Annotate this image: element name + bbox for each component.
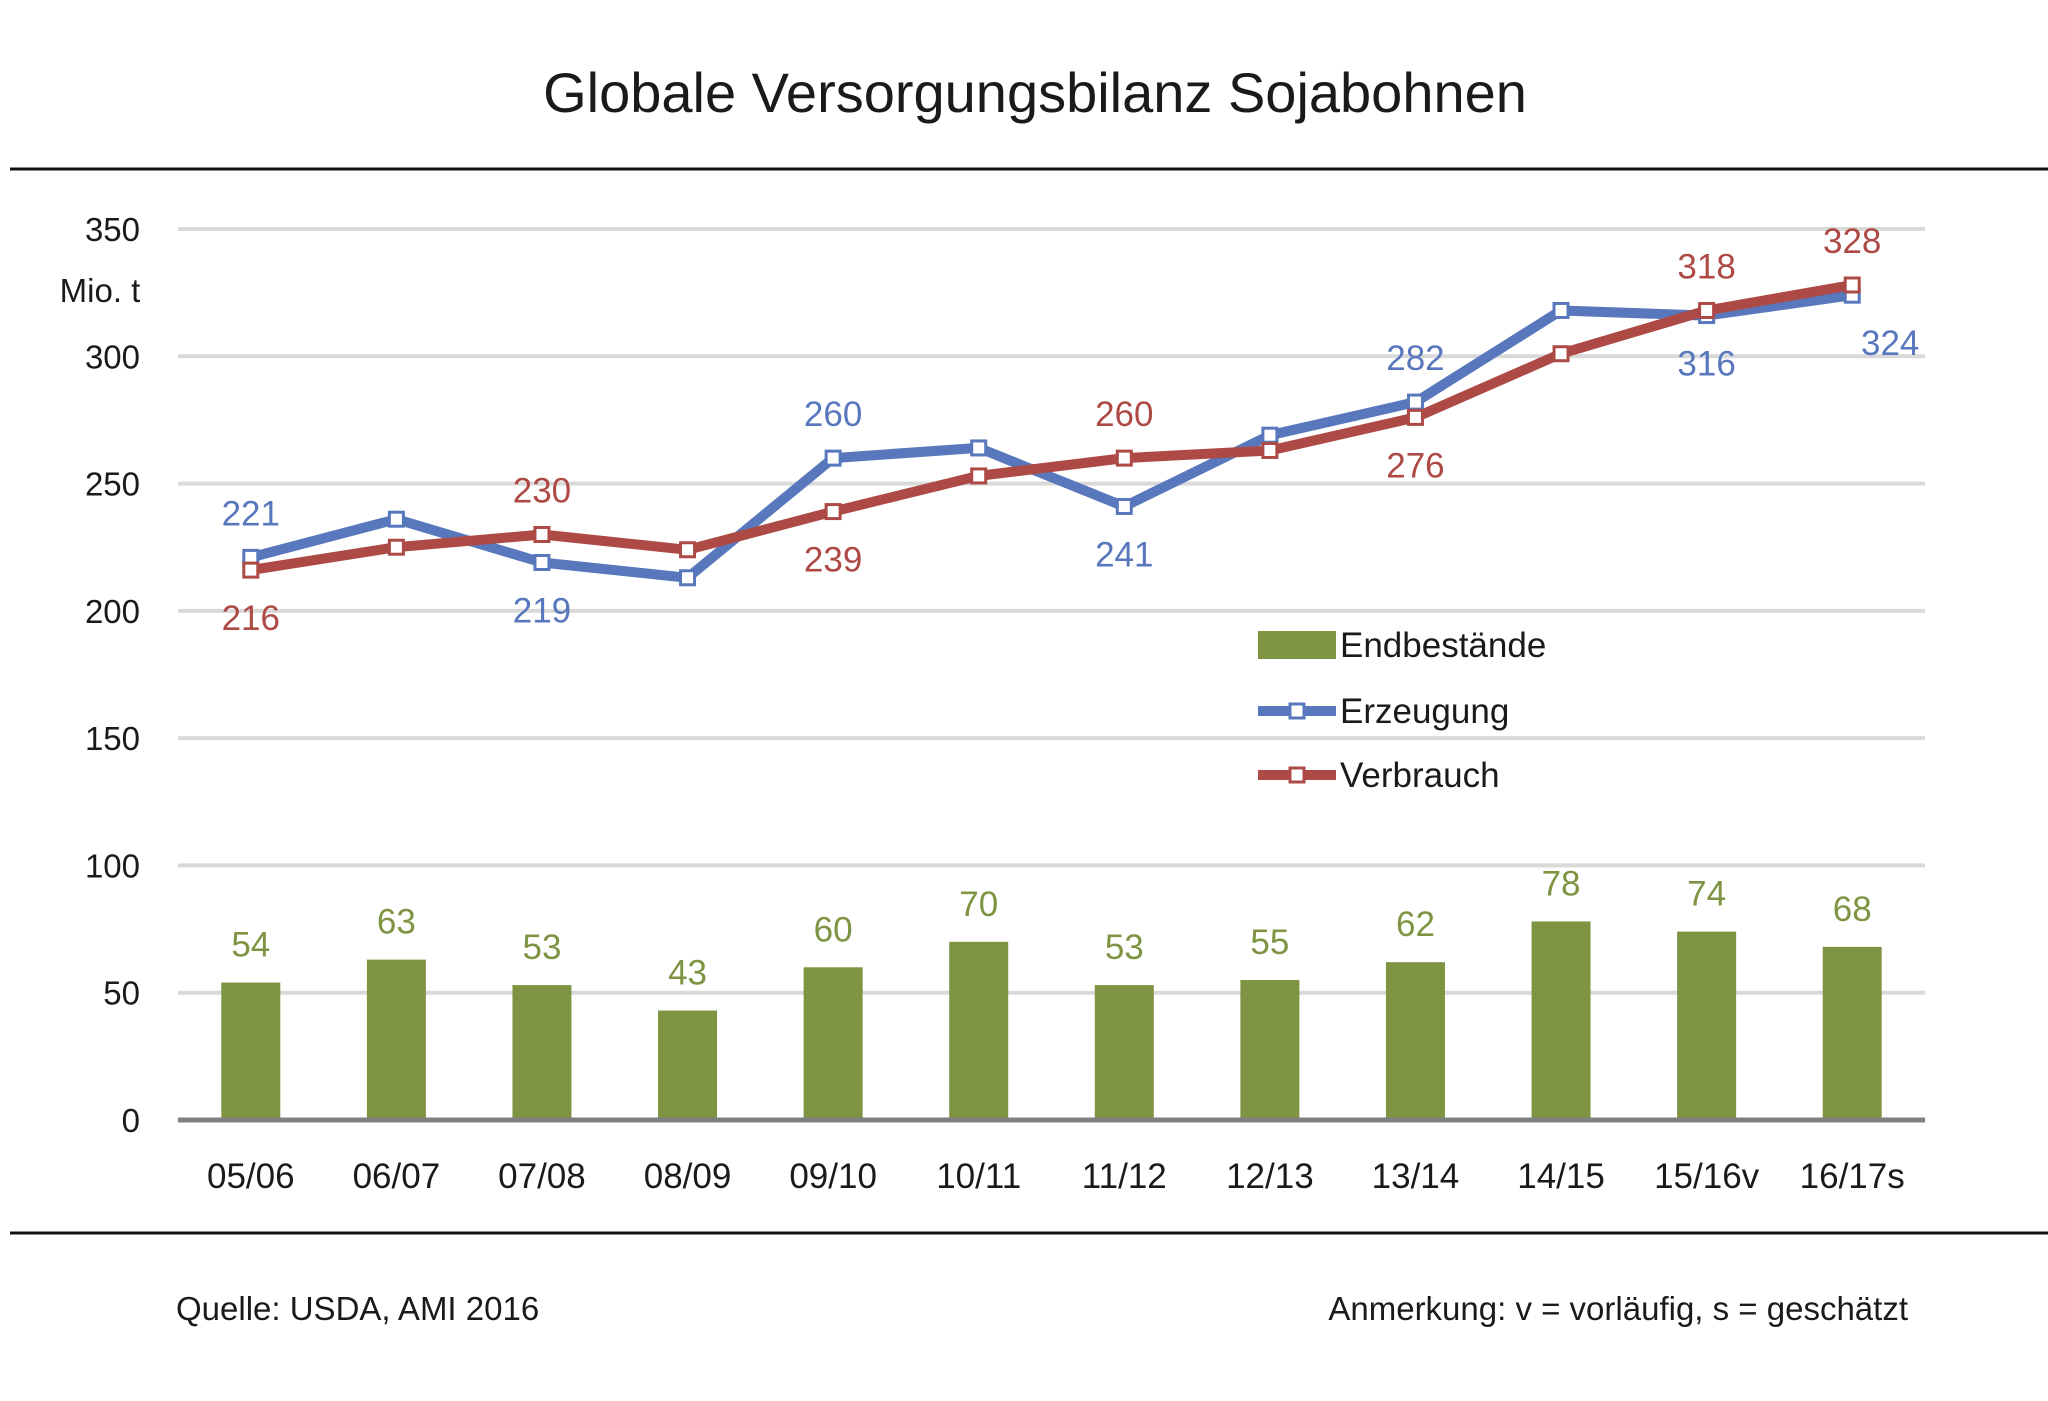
- gridlines: [178, 227, 1925, 995]
- consumption-marker-7: [1115, 449, 1133, 467]
- x-tick-label-16-17s: 16/17s: [1800, 1157, 1905, 1196]
- legend-label-2: Erzeugung: [1340, 692, 1509, 731]
- production-value-label-7: 241: [1095, 535, 1153, 574]
- production-marker-7: [1115, 497, 1133, 515]
- consumption-marker-5: [824, 503, 842, 521]
- bar-value-label-7: 53: [1105, 928, 1144, 967]
- production-marker-2: [387, 510, 405, 528]
- x-tick-label-06-07: 06/07: [353, 1157, 441, 1196]
- x-tick-label-15-16v: 15/16v: [1654, 1157, 1760, 1196]
- bar-1: [221, 982, 281, 1120]
- remark-note: Anmerkung: v = vorläufig, s = geschätzt: [1328, 1290, 1908, 1327]
- consumption-marker-10: [1552, 345, 1570, 363]
- bar-value-label-6: 70: [959, 885, 998, 924]
- bar-value-label-10: 78: [1542, 864, 1581, 903]
- production-marker-10: [1552, 301, 1570, 319]
- production-line: [249, 290, 1853, 583]
- production-marker-8: [1261, 426, 1279, 444]
- consumption-marker-12: [1843, 276, 1861, 294]
- axis-ticks: 0 50 100 150 200 250 300 350 05/06 06/07 07/08 08/0…: [85, 211, 1905, 1196]
- bar-10: [1531, 921, 1591, 1120]
- x-tick-label-14-15: 14/15: [1517, 1157, 1605, 1196]
- y-tick-label-0: 0: [122, 1102, 140, 1139]
- consumption-value-label-3: 230: [513, 471, 571, 510]
- consumption-marker-4: [679, 541, 697, 559]
- production-marker-4: [679, 569, 697, 587]
- consumption-value-label-9: 276: [1386, 446, 1444, 485]
- consumption-marker-2: [387, 538, 405, 556]
- bar-value-label-9: 62: [1396, 905, 1435, 944]
- consumption-marker-11: [1698, 301, 1716, 319]
- bar-2: [366, 959, 426, 1120]
- x-tick-label-11-12: 11/12: [1082, 1157, 1167, 1196]
- legend-label-3: Verbrauch: [1340, 756, 1500, 795]
- source-note: Quelle: USDA, AMI 2016: [176, 1290, 539, 1327]
- production-marker-3: [533, 553, 551, 571]
- bar-9: [1385, 962, 1445, 1120]
- legend-label-1: Endbestände: [1340, 626, 1546, 665]
- data-labels: 54 63 53 43 60 70 53 55 62 78 74 68 221 219 260 241 282 3…: [222, 222, 1920, 993]
- y-tick-label-200: 200: [85, 593, 140, 630]
- x-tick-label-10-11: 10/11: [936, 1157, 1021, 1196]
- bar-value-label-11: 74: [1687, 875, 1726, 914]
- x-tick-label-13-14: 13/14: [1372, 1157, 1460, 1196]
- legend-marker-production: [1288, 702, 1306, 720]
- y-tick-label-300: 300: [85, 338, 140, 375]
- production-value-label-11: 316: [1677, 345, 1735, 384]
- consumption-marker-8: [1261, 441, 1279, 459]
- bar-value-label-3: 53: [522, 928, 561, 967]
- production-value-label-9: 282: [1386, 339, 1444, 378]
- bar-value-label-5: 60: [814, 910, 853, 949]
- production-marker-6: [970, 439, 988, 457]
- production-value-label-1: 221: [222, 494, 280, 533]
- consumption-value-label-7: 260: [1095, 395, 1153, 434]
- consumption-value-label-1: 216: [222, 599, 280, 638]
- bar-value-label-8: 55: [1250, 923, 1289, 962]
- consumption-marker-1: [242, 561, 260, 579]
- consumption-marker-3: [533, 525, 551, 543]
- bar-value-label-4: 43: [668, 954, 707, 993]
- bar-series: [221, 921, 1882, 1120]
- bar-7: [1094, 985, 1154, 1120]
- x-tick-label-12-13: 12/13: [1226, 1157, 1314, 1196]
- production-value-label-12: 324: [1861, 324, 1919, 363]
- bar-4: [658, 1010, 718, 1120]
- chart-title: Globale Versorgungsbilanz Sojabohnen: [543, 61, 1527, 124]
- consumption-marker-9: [1406, 408, 1424, 426]
- bar-6: [949, 941, 1009, 1120]
- x-tick-label-08-09: 08/09: [644, 1157, 732, 1196]
- consumption-value-label-11: 318: [1677, 247, 1735, 286]
- y-tick-label-250: 250: [85, 466, 140, 503]
- legend-swatch-stocks: [1258, 631, 1336, 659]
- bar-11: [1677, 931, 1737, 1120]
- bar-3: [512, 985, 572, 1120]
- y-tick-label-100: 100: [85, 847, 140, 884]
- production-marker-5: [824, 449, 842, 467]
- y-tick-label-150: 150: [85, 720, 140, 757]
- legend-marker-consumption: [1288, 766, 1306, 784]
- consumption-value-label-12: 328: [1823, 222, 1881, 261]
- y-tick-label-350: 350: [85, 211, 140, 248]
- x-tick-label-07-08: 07/08: [498, 1157, 586, 1196]
- y-tick-label-50: 50: [103, 975, 140, 1012]
- bar-12: [1822, 946, 1882, 1120]
- bar-5: [803, 967, 863, 1120]
- unit-label: Mio. t: [60, 272, 141, 309]
- line-series: [242, 276, 1861, 587]
- legend: Endbestände Erzeugung Verbrauch: [1258, 626, 1546, 795]
- bar-8: [1240, 979, 1300, 1120]
- bar-value-label-1: 54: [231, 926, 270, 965]
- production-value-label-3: 219: [513, 591, 571, 630]
- bar-value-label-2: 63: [377, 903, 416, 942]
- x-tick-label-09-10: 09/10: [789, 1157, 877, 1196]
- consumption-value-label-5: 239: [804, 541, 862, 580]
- x-tick-label-05-06: 05/06: [207, 1157, 295, 1196]
- production-value-label-5: 260: [804, 395, 862, 434]
- consumption-marker-6: [970, 467, 988, 485]
- production-marker-9: [1406, 393, 1424, 411]
- bar-value-label-12: 68: [1833, 890, 1872, 929]
- consumption-line: [250, 280, 1854, 576]
